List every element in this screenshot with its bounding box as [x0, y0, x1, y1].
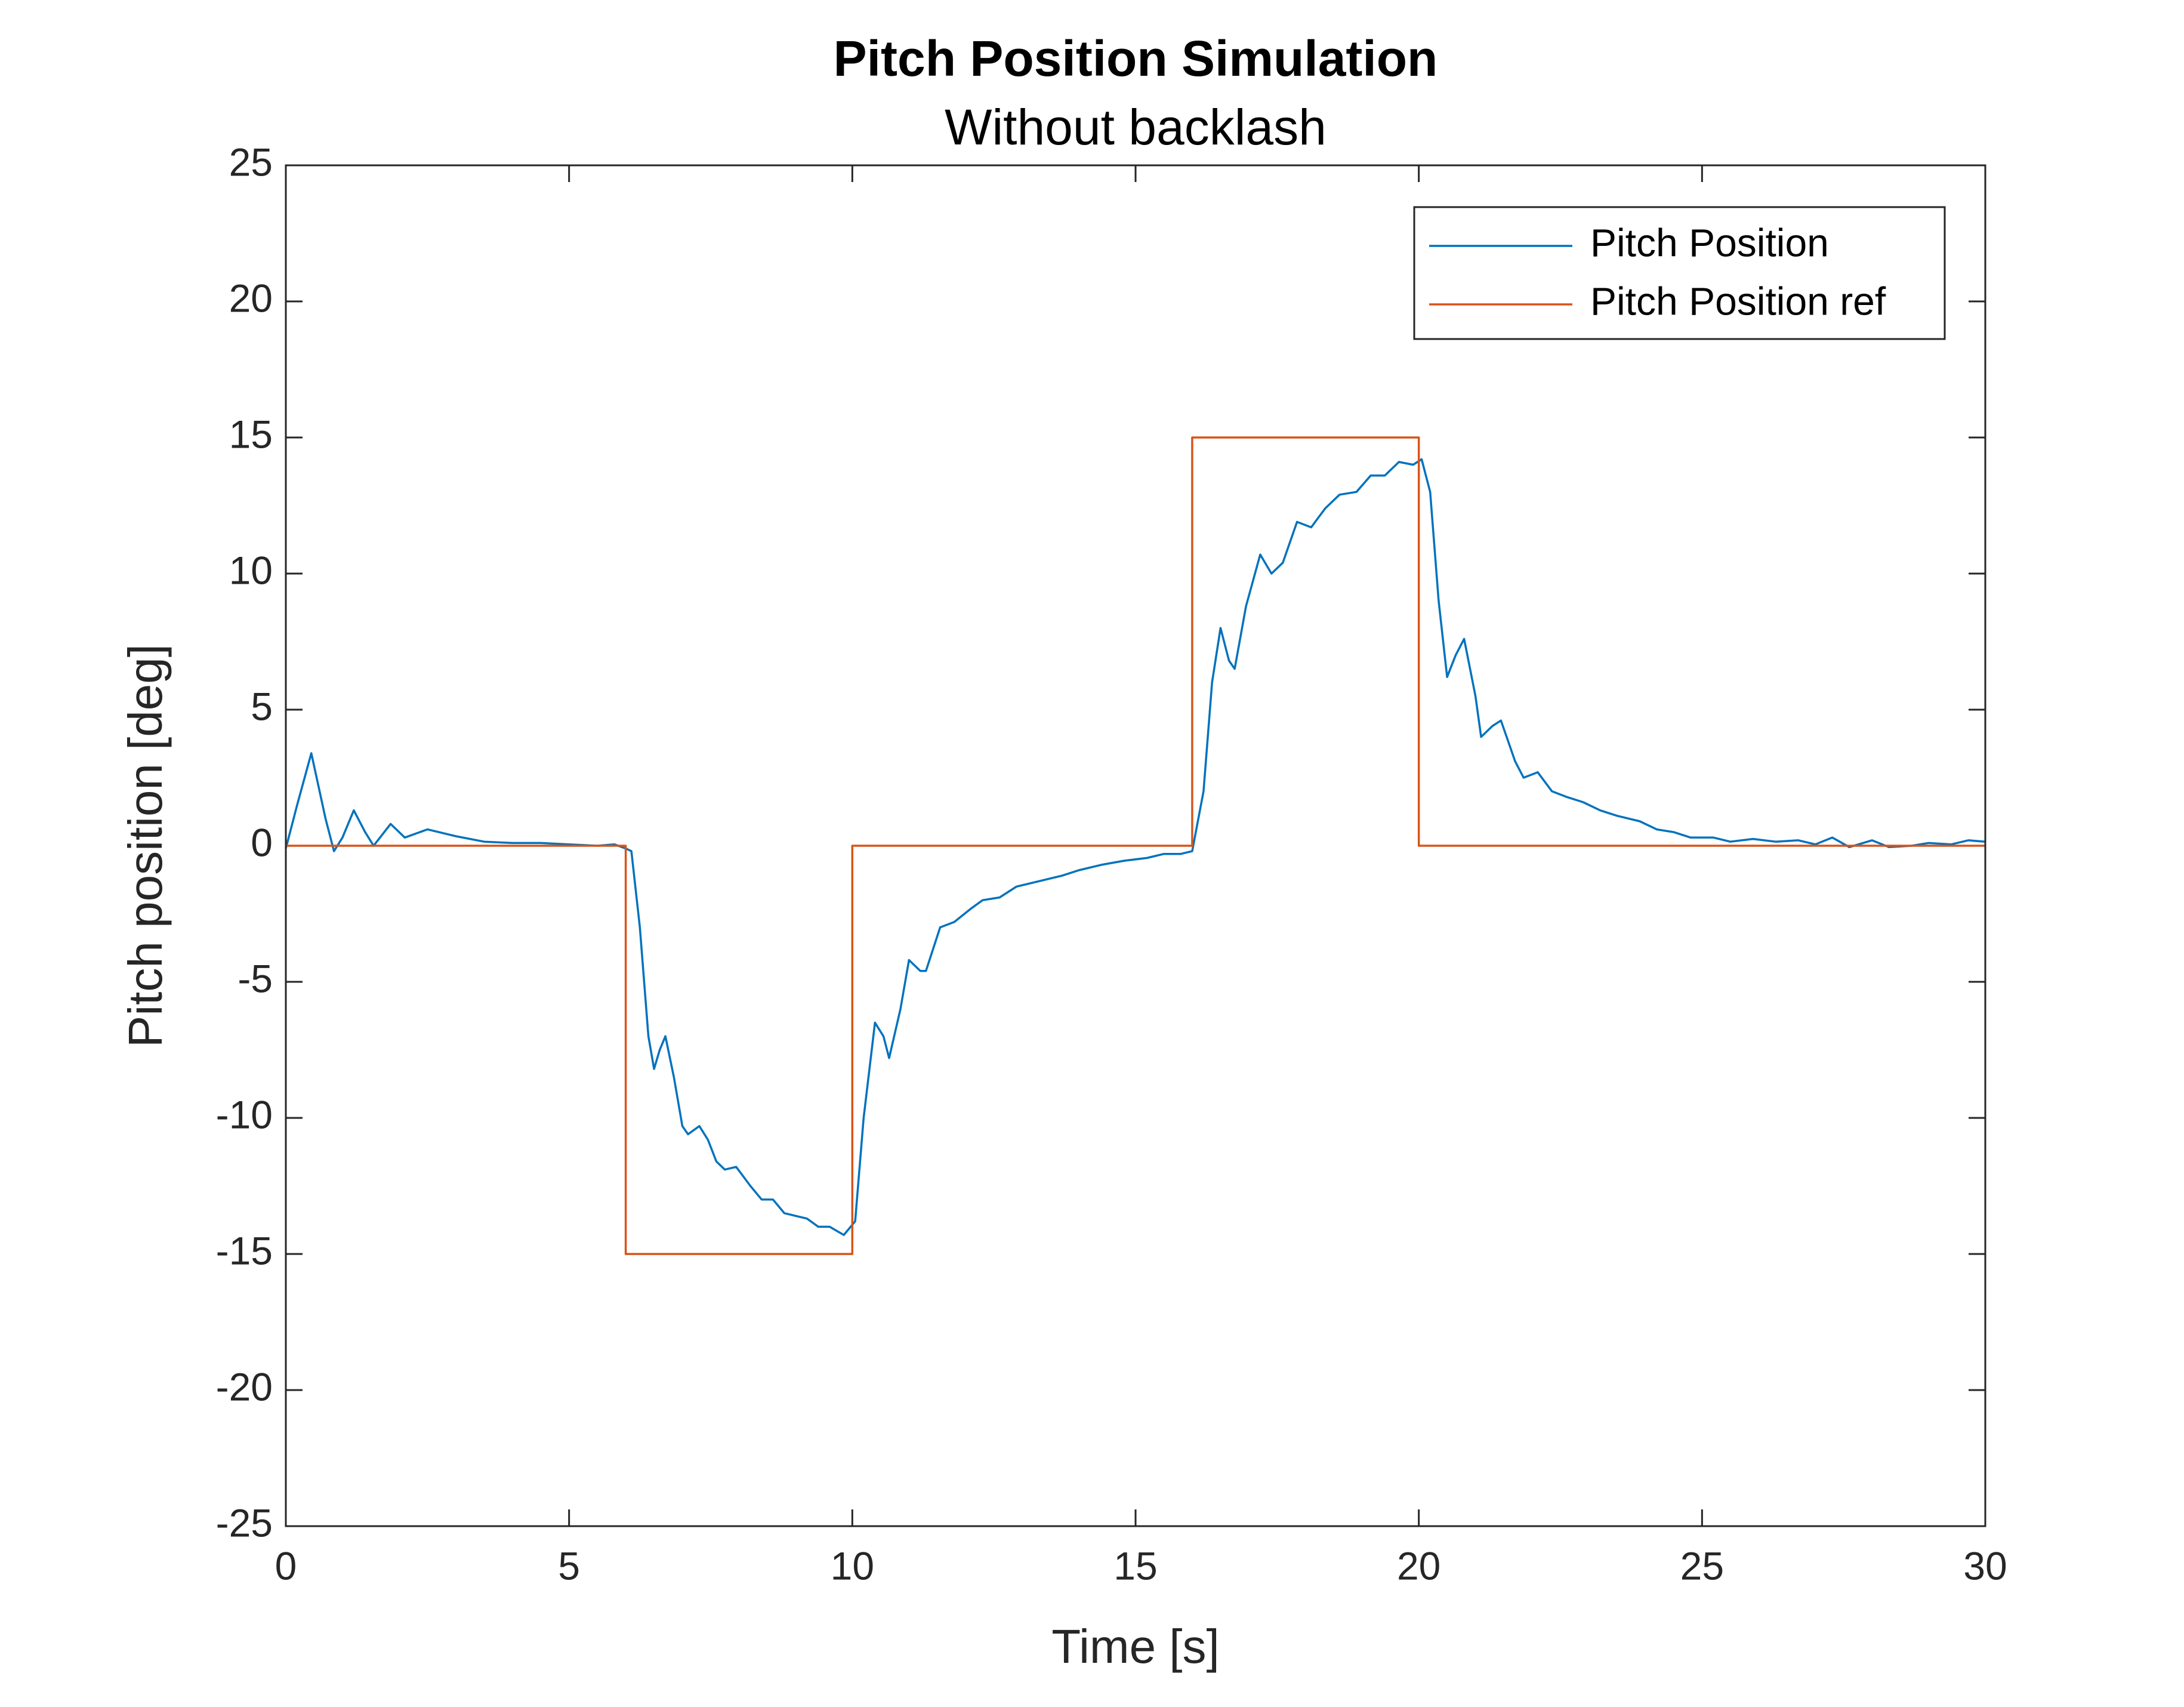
x-tick-label: 15: [1113, 1543, 1157, 1588]
y-tick-label: -25: [216, 1500, 273, 1545]
line-series: [286, 436, 1985, 1255]
y-tick-label: -20: [216, 1364, 273, 1409]
x-axis-label: Time [s]: [1051, 1620, 1219, 1673]
x-tick-label: 20: [1397, 1543, 1440, 1588]
y-tick-label: 10: [229, 548, 273, 592]
plot-frame: [285, 164, 1986, 1527]
y-tick-label: -15: [216, 1228, 273, 1272]
legend-box: [1413, 206, 1946, 340]
legend-label: Pitch Position ref: [1590, 279, 1886, 323]
legend-label: Pitch Position: [1590, 220, 1829, 264]
y-tick-label: 5: [251, 684, 273, 728]
chart-title: Pitch Position Simulation: [834, 30, 1438, 87]
x-tick-label: 5: [558, 1543, 580, 1588]
y-tick-label: 25: [229, 140, 273, 184]
x-tick-label: 10: [831, 1543, 874, 1588]
y-tick-label: 0: [251, 820, 273, 864]
x-tick-label: 25: [1680, 1543, 1724, 1588]
y-tick-label: -10: [216, 1092, 273, 1136]
y-axis-label: Pitch position [deg]: [119, 644, 172, 1047]
chart-subtitle: Without backlash: [945, 99, 1327, 155]
y-tick-label: -5: [237, 956, 273, 1000]
x-tick-label: 0: [275, 1543, 297, 1588]
line-series: [285, 458, 1986, 1236]
y-tick-label: 15: [229, 412, 273, 456]
y-tick-label: 20: [229, 276, 273, 320]
x-tick-label: 30: [1963, 1543, 2007, 1588]
